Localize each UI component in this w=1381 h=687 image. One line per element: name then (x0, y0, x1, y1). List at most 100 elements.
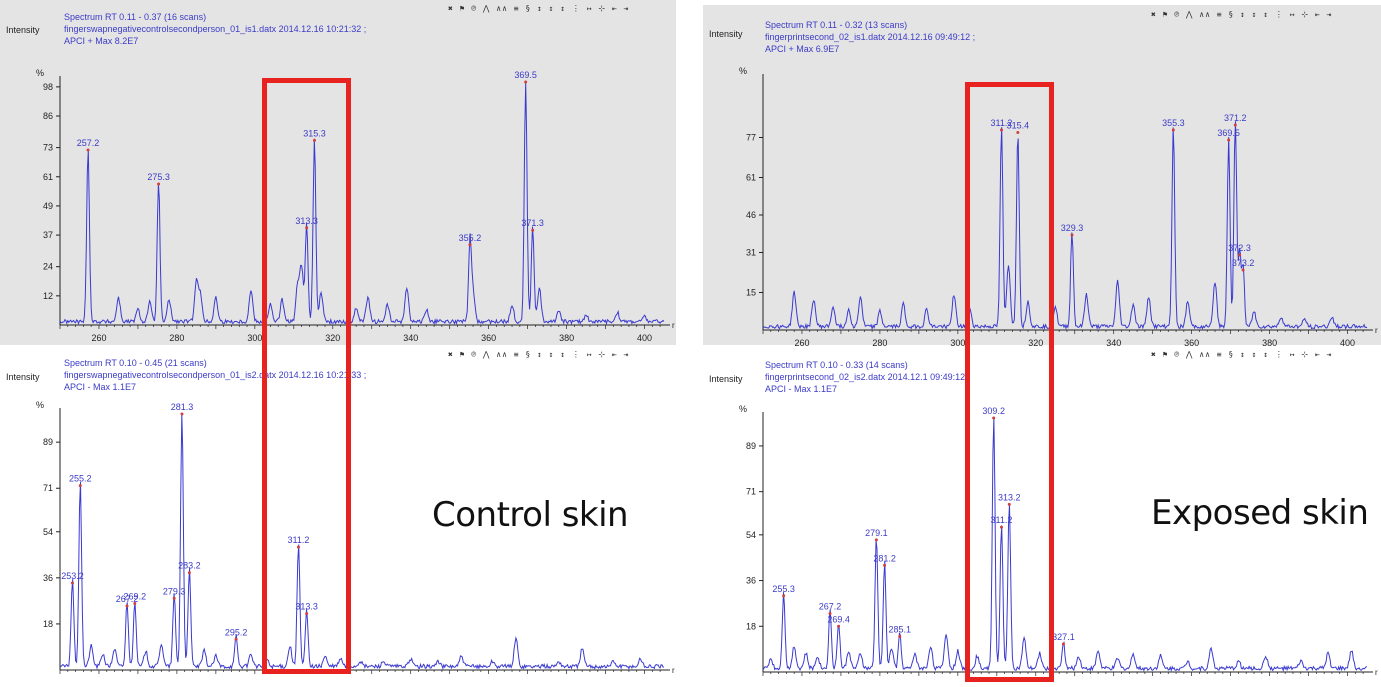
x-tick-label: 320 (1028, 338, 1043, 348)
peak-marker (70, 581, 74, 585)
peak-label: 279.1 (865, 528, 888, 538)
right-bottom-spectrum: Spectrum RT 0.10 - 0.33 (14 scans) finger… (703, 347, 1381, 687)
spectrum-header-line: fingerswapnegativecontrolsecondperson_01… (64, 370, 366, 380)
peak-label: 327.1 (1052, 632, 1075, 642)
peak-label: 373.2 (1232, 258, 1255, 268)
peak-marker (157, 182, 161, 186)
peak-marker (305, 612, 309, 616)
peak-marker (883, 563, 887, 567)
spectrum-trace (59, 81, 665, 326)
right-spectra-svg: Spectrum RT 0.11 - 0.32 (13 scans) finger… (703, 5, 1381, 687)
peak-marker (125, 604, 129, 608)
x-tick-label: 280 (872, 338, 887, 348)
peak-marker (296, 545, 300, 549)
peak-marker (898, 634, 902, 638)
peak-marker (305, 226, 309, 230)
peak-marker (1016, 131, 1020, 134)
y-axis-label: Intensity (6, 25, 40, 35)
spectrum-header-line: APCI + Max 6.9E7 (765, 44, 839, 54)
peak-label: 311.2 (991, 515, 1013, 525)
y-tick-label: 24 (43, 262, 53, 272)
peak-label: 269.2 (124, 591, 147, 601)
peak-label: 372.3 (1228, 243, 1251, 253)
peak-marker (524, 80, 528, 84)
y-tick-label: 61 (43, 172, 53, 182)
peak-marker (1007, 502, 1011, 506)
y-tick-label: 73 (43, 143, 53, 153)
peak-marker (133, 601, 137, 605)
peak-marker (180, 412, 184, 416)
y-tick-label: 31 (746, 248, 756, 258)
left-figure-control: Spectrum RT 0.11 - 0.37 (16 scans) finger… (0, 0, 676, 687)
peak-label: 369.5 (1217, 128, 1240, 138)
spectrum-header-line: fingerprintsecond_02_is1.datx 2014.12.16… (765, 32, 975, 42)
y-tick-label: 12 (43, 291, 53, 301)
x-tick-label: 360 (481, 333, 496, 343)
x-tick-label: 340 (1106, 338, 1121, 348)
spectrum-trace (762, 417, 1368, 673)
y-tick-label: 89 (746, 441, 756, 451)
peak-label: 369.5 (514, 70, 537, 80)
x-tick-label: 260 (794, 338, 809, 348)
plot-background (703, 5, 1381, 345)
y-unit-label: % (36, 68, 44, 78)
x-axis-unit: r (672, 321, 675, 330)
peak-marker (1238, 253, 1242, 257)
bottom-toolbar-icons[interactable]: ✖ ⚑ ℗ ⋀ ∧∧ ≡ § ↕ ↕ ↕ ⋮ ↦ ⊹ ⇤ ⇥ (1151, 350, 1333, 359)
peak-label: 281.2 (873, 553, 896, 563)
peak-label: 313.3 (295, 602, 318, 612)
peak-label: 309.2 (982, 406, 1005, 416)
y-axis-label: Intensity (709, 29, 743, 39)
top-toolbar-icons[interactable]: ✖ ⚑ ℗ ⋀ ∧∧ ≡ § ↕ ↕ ↕ ⋮ ↦ ⊹ ⇤ ⇥ (448, 4, 630, 13)
x-tick-label: 380 (559, 333, 574, 343)
peak-marker (531, 228, 535, 232)
y-tick-label: 89 (43, 437, 53, 447)
spectrum-trace (59, 413, 665, 671)
peak-marker (234, 637, 238, 641)
bottom-toolbar-icons[interactable]: ✖ ⚑ ℗ ⋀ ∧∧ ≡ § ↕ ↕ ↕ ⋮ ↦ ⊹ ⇤ ⇥ (448, 350, 630, 359)
x-tick-label: 400 (1340, 338, 1355, 348)
peak-label: 255.3 (772, 584, 795, 594)
peak-marker (468, 243, 472, 247)
peak-label: 295.2 (225, 627, 248, 637)
x-tick-label: 320 (325, 333, 340, 343)
spectrum-header-line: fingerswapnegativecontrolsecondperson_01… (64, 24, 366, 34)
x-axis-unit: r (1375, 668, 1378, 677)
top-toolbar-icons[interactable]: ✖ ⚑ ℗ ⋀ ∧∧ ≡ § ↕ ↕ ↕ ⋮ ↦ ⊹ ⇤ ⇥ (1151, 10, 1333, 19)
y-tick-label: 37 (43, 230, 53, 240)
x-axis-unit: r (1375, 326, 1378, 335)
peak-marker (999, 128, 1003, 132)
peak-label: 315.4 (1007, 121, 1030, 131)
y-tick-label: 86 (43, 111, 53, 121)
peak-label: 267.2 (819, 602, 842, 612)
x-tick-label: 260 (91, 333, 106, 343)
x-tick-label: 400 (637, 333, 652, 343)
peak-label: 275.3 (147, 172, 170, 182)
plot-background (703, 347, 1381, 687)
y-tick-label: 15 (746, 288, 756, 298)
right-figure-exposed: Spectrum RT 0.11 - 0.32 (13 scans) finger… (703, 0, 1381, 687)
y-axis-label: Intensity (6, 372, 40, 382)
y-unit-label: % (36, 400, 44, 410)
peak-marker (1061, 642, 1065, 646)
peak-label: 329.3 (1061, 223, 1084, 233)
y-tick-label: 36 (746, 576, 756, 586)
peak-label: 267.2 (116, 594, 139, 604)
left-spectra-svg: Spectrum RT 0.11 - 0.37 (16 scans) finger… (0, 0, 676, 687)
x-tick-label: 360 (1184, 338, 1199, 348)
peak-label: 355.3 (1162, 118, 1185, 128)
y-tick-label: 36 (43, 573, 53, 583)
spectrum-header-line: APCI - Max 1.1E7 (765, 384, 837, 394)
peak-marker (172, 596, 176, 600)
control-skin-label: Control skin (432, 495, 629, 535)
spectrum-header-line: Spectrum RT 0.11 - 0.37 (16 scans) (64, 12, 206, 22)
spectrum-header-line: fingerprintsecond_02_is2.datx 2014.12.1 … (765, 372, 970, 382)
exposed-skin-label: Exposed skin (1151, 493, 1369, 533)
spectrum-trace (762, 121, 1368, 331)
y-tick-label: 18 (746, 621, 756, 631)
peak-label: 281.3 (171, 402, 194, 412)
spectrum-header-line: Spectrum RT 0.10 - 0.45 (21 scans) (64, 358, 207, 368)
peak-marker (1241, 268, 1245, 272)
peak-marker (1233, 123, 1237, 127)
y-tick-label: 71 (43, 483, 53, 493)
